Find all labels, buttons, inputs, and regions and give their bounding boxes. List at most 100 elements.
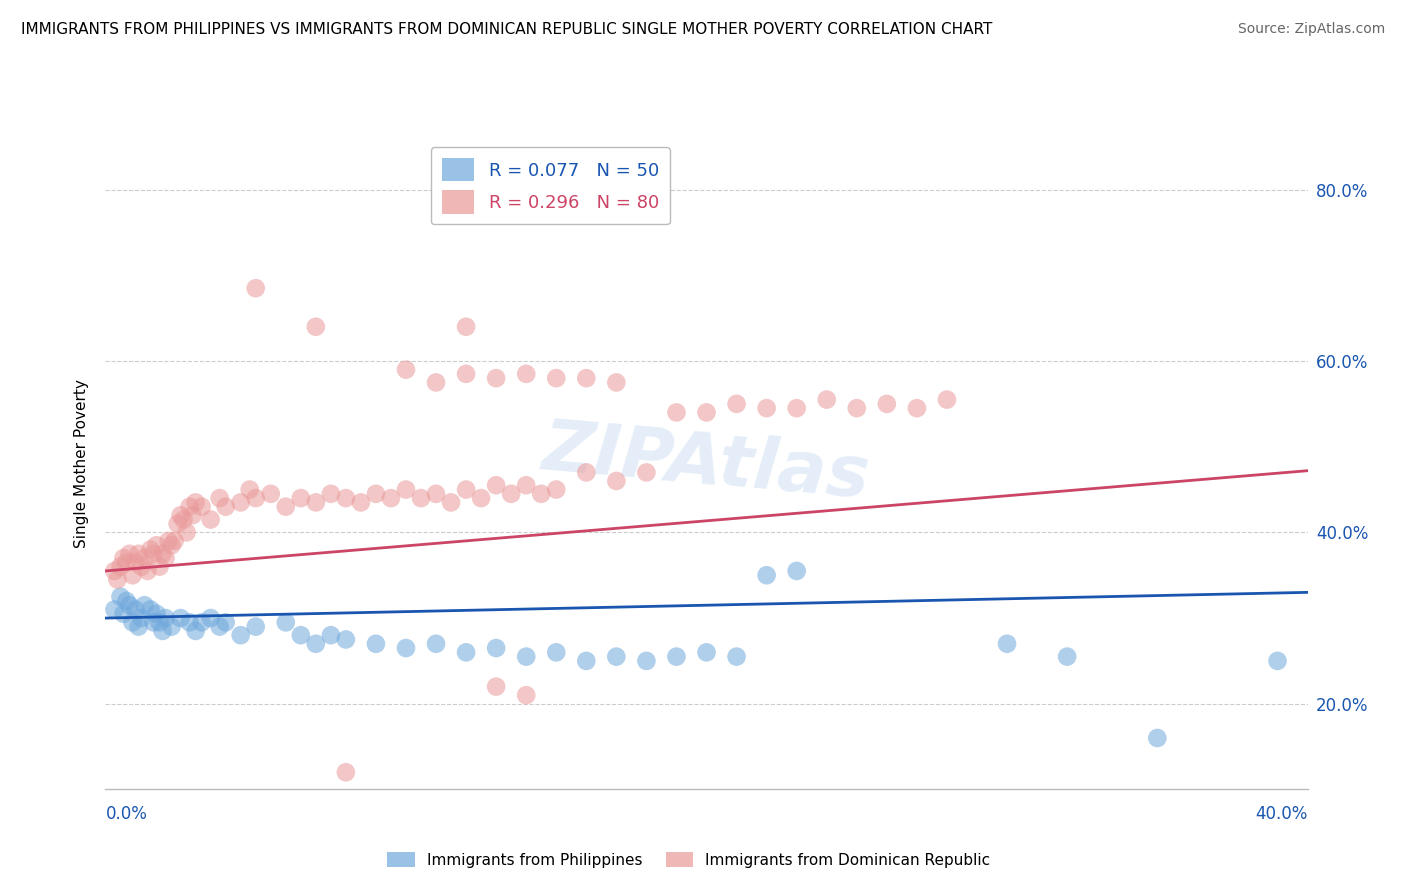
Point bbox=[184, 495, 207, 509]
Point bbox=[696, 405, 718, 419]
Point bbox=[115, 594, 138, 608]
Point bbox=[546, 371, 568, 385]
Point bbox=[605, 474, 627, 488]
Point bbox=[395, 483, 418, 497]
Point bbox=[163, 533, 186, 548]
Point bbox=[200, 611, 222, 625]
Point bbox=[145, 538, 167, 552]
Point bbox=[725, 397, 748, 411]
Text: 0.0%: 0.0% bbox=[105, 805, 148, 822]
Point bbox=[755, 568, 778, 582]
Point bbox=[319, 628, 342, 642]
Point bbox=[636, 466, 658, 480]
Point bbox=[454, 319, 477, 334]
Point bbox=[190, 615, 212, 630]
Point bbox=[131, 559, 153, 574]
Point bbox=[229, 495, 252, 509]
Point bbox=[936, 392, 959, 407]
Point bbox=[454, 367, 477, 381]
Point bbox=[1146, 731, 1168, 745]
Point bbox=[245, 491, 267, 505]
Point bbox=[169, 508, 191, 523]
Point bbox=[815, 392, 838, 407]
Point bbox=[121, 568, 143, 582]
Point bbox=[142, 547, 165, 561]
Point bbox=[454, 645, 477, 659]
Point bbox=[139, 542, 162, 557]
Point bbox=[124, 602, 146, 616]
Point bbox=[128, 620, 150, 634]
Point bbox=[152, 547, 174, 561]
Point bbox=[546, 645, 568, 659]
Point bbox=[546, 483, 568, 497]
Point bbox=[190, 500, 212, 514]
Point bbox=[214, 500, 236, 514]
Point bbox=[380, 491, 402, 505]
Point bbox=[239, 483, 262, 497]
Point bbox=[103, 564, 125, 578]
Point bbox=[134, 551, 156, 566]
Point bbox=[181, 508, 204, 523]
Text: ZIPAtlas: ZIPAtlas bbox=[540, 415, 873, 513]
Point bbox=[169, 611, 191, 625]
Point bbox=[470, 491, 492, 505]
Point bbox=[200, 512, 222, 526]
Y-axis label: Single Mother Poverty: Single Mother Poverty bbox=[75, 379, 90, 549]
Point bbox=[166, 516, 188, 531]
Point bbox=[1056, 649, 1078, 664]
Point bbox=[605, 376, 627, 390]
Point bbox=[274, 615, 297, 630]
Point bbox=[350, 495, 373, 509]
Point bbox=[440, 495, 463, 509]
Point bbox=[155, 551, 177, 566]
Point bbox=[110, 590, 132, 604]
Point bbox=[245, 620, 267, 634]
Point bbox=[515, 649, 537, 664]
Point bbox=[139, 602, 162, 616]
Point bbox=[786, 564, 808, 578]
Point bbox=[319, 487, 342, 501]
Point bbox=[515, 367, 537, 381]
Point bbox=[214, 615, 236, 630]
Point bbox=[905, 401, 928, 416]
Point bbox=[184, 624, 207, 638]
Point bbox=[107, 573, 129, 587]
Point bbox=[636, 654, 658, 668]
Point bbox=[605, 649, 627, 664]
Point bbox=[148, 559, 170, 574]
Point bbox=[485, 478, 508, 492]
Point bbox=[208, 620, 231, 634]
Point bbox=[995, 637, 1018, 651]
Point bbox=[157, 533, 180, 548]
Point bbox=[208, 491, 231, 505]
Point bbox=[290, 628, 312, 642]
Point bbox=[245, 281, 267, 295]
Point bbox=[229, 628, 252, 642]
Point bbox=[485, 680, 508, 694]
Point bbox=[485, 371, 508, 385]
Point bbox=[110, 559, 132, 574]
Point bbox=[755, 401, 778, 416]
Point bbox=[115, 555, 138, 569]
Point bbox=[530, 487, 553, 501]
Point bbox=[575, 371, 598, 385]
Point bbox=[876, 397, 898, 411]
Point bbox=[124, 555, 146, 569]
Point bbox=[131, 611, 153, 625]
Point bbox=[485, 641, 508, 656]
Point bbox=[335, 632, 357, 647]
Point bbox=[725, 649, 748, 664]
Point bbox=[845, 401, 868, 416]
Point bbox=[364, 487, 387, 501]
Point bbox=[260, 487, 283, 501]
Point bbox=[128, 547, 150, 561]
Point bbox=[155, 611, 177, 625]
Legend: Immigrants from Philippines, Immigrants from Dominican Republic: Immigrants from Philippines, Immigrants … bbox=[381, 846, 997, 873]
Point bbox=[176, 525, 198, 540]
Point bbox=[305, 495, 328, 509]
Point bbox=[515, 688, 537, 702]
Point bbox=[290, 491, 312, 505]
Point bbox=[665, 405, 688, 419]
Point bbox=[335, 765, 357, 780]
Point bbox=[112, 551, 135, 566]
